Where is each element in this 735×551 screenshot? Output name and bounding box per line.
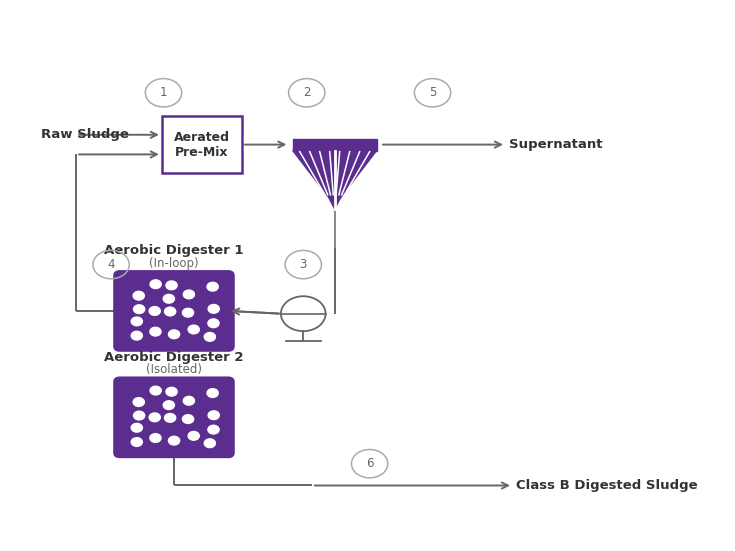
Circle shape xyxy=(133,398,144,407)
Text: 5: 5 xyxy=(429,87,436,99)
Text: Aerobic Digester 1: Aerobic Digester 1 xyxy=(104,245,244,257)
Text: 1: 1 xyxy=(159,87,168,99)
Circle shape xyxy=(204,439,215,447)
Circle shape xyxy=(207,388,218,397)
Bar xyxy=(162,116,242,173)
FancyBboxPatch shape xyxy=(114,271,234,351)
Text: 6: 6 xyxy=(366,457,373,470)
Text: (In-loop): (In-loop) xyxy=(149,257,198,270)
Text: 4: 4 xyxy=(107,258,115,271)
Circle shape xyxy=(150,434,161,442)
Bar xyxy=(293,139,376,150)
Circle shape xyxy=(182,415,193,423)
Circle shape xyxy=(150,386,161,395)
Circle shape xyxy=(208,305,219,313)
Text: Aerobic Digester 2: Aerobic Digester 2 xyxy=(104,351,244,364)
Bar xyxy=(121,379,227,390)
Circle shape xyxy=(131,331,143,340)
Circle shape xyxy=(208,425,219,434)
Circle shape xyxy=(183,290,195,299)
Circle shape xyxy=(208,411,219,419)
Text: Aerated
Pre-Mix: Aerated Pre-Mix xyxy=(174,131,230,159)
Circle shape xyxy=(183,396,195,405)
Circle shape xyxy=(131,437,143,446)
Circle shape xyxy=(134,305,145,314)
Text: (Isolated): (Isolated) xyxy=(146,363,202,376)
Circle shape xyxy=(166,281,177,290)
Circle shape xyxy=(188,325,199,334)
Text: Supernatant: Supernatant xyxy=(509,138,603,151)
Circle shape xyxy=(134,411,145,420)
Text: Raw Sludge: Raw Sludge xyxy=(41,128,129,141)
Circle shape xyxy=(165,413,176,422)
Circle shape xyxy=(132,317,143,326)
Circle shape xyxy=(168,330,179,339)
Circle shape xyxy=(182,309,193,317)
Circle shape xyxy=(163,294,174,303)
Polygon shape xyxy=(329,197,341,209)
Circle shape xyxy=(208,319,219,328)
Circle shape xyxy=(165,307,176,316)
Circle shape xyxy=(150,280,161,289)
FancyBboxPatch shape xyxy=(114,377,234,457)
Circle shape xyxy=(132,423,143,432)
Circle shape xyxy=(149,413,160,422)
Circle shape xyxy=(207,282,218,291)
Bar xyxy=(121,273,227,284)
Text: 3: 3 xyxy=(300,258,307,271)
Circle shape xyxy=(150,327,161,336)
Circle shape xyxy=(163,401,174,409)
Circle shape xyxy=(188,431,199,440)
Circle shape xyxy=(166,387,177,396)
Polygon shape xyxy=(293,150,376,197)
Text: Class B Digested Sludge: Class B Digested Sludge xyxy=(517,479,698,492)
Circle shape xyxy=(204,332,215,341)
Circle shape xyxy=(168,436,179,445)
Circle shape xyxy=(133,291,144,300)
Circle shape xyxy=(149,306,160,315)
Text: 2: 2 xyxy=(303,87,310,99)
